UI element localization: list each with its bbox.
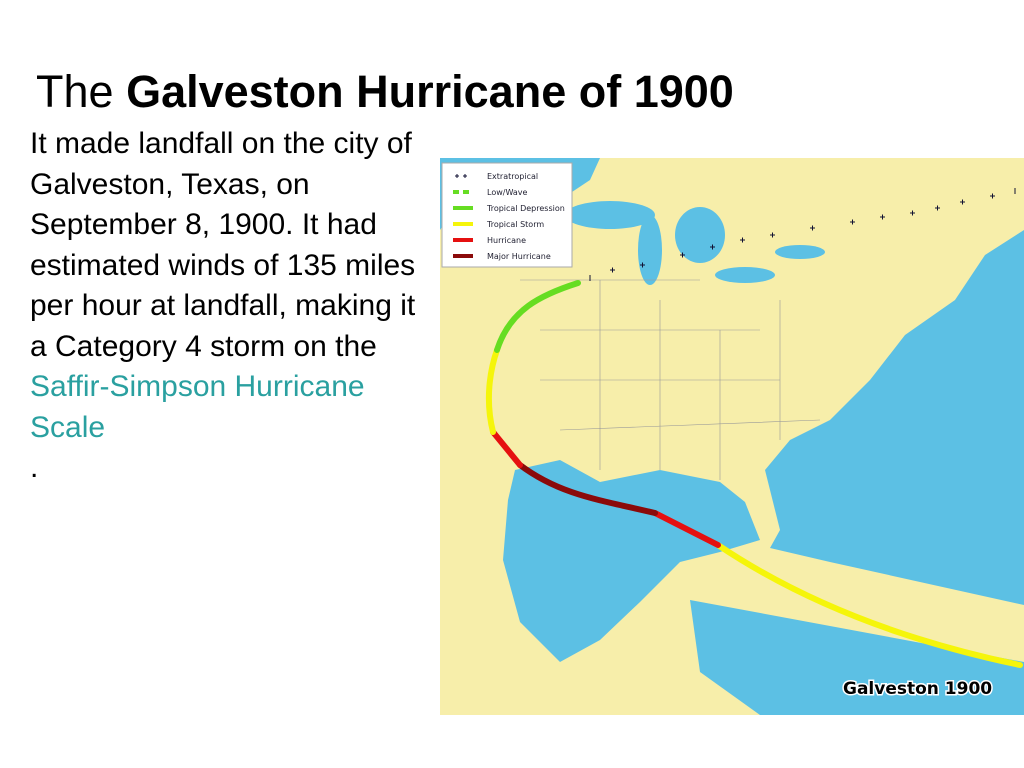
title-emphasis: Galveston Hurricane of 1900	[126, 66, 734, 117]
body-end: .	[30, 451, 39, 484]
lake	[638, 215, 662, 285]
legend-label: Tropical Depression	[486, 204, 565, 213]
caribbean	[690, 600, 1024, 715]
body-text: It made landfall on the city of Galvesto…	[30, 124, 440, 654]
body-paragraph: It made landfall on the city of Galvesto…	[30, 127, 416, 363]
track-map: Extratropical Low/Wave Tropical Depressi…	[440, 158, 1024, 715]
extratropical-track	[589, 188, 1016, 281]
lake	[565, 201, 655, 229]
gulf	[503, 460, 760, 662]
borders	[520, 279, 821, 480]
slide-title: The Galveston Hurricane of 1900	[36, 66, 734, 118]
storm-track	[485, 280, 1023, 668]
legend-label: Extratropical	[487, 172, 538, 181]
lake	[775, 245, 825, 259]
legend-label: Hurricane	[487, 236, 526, 245]
legend-label: Tropical Storm	[486, 220, 544, 229]
scale-link[interactable]: Saffir-Simpson Hurricane Scale	[30, 370, 365, 444]
legend-label: Low/Wave	[487, 188, 527, 197]
legend-box	[441, 162, 573, 268]
legend-swatches	[453, 174, 473, 258]
atlantic	[765, 230, 1024, 605]
legend-label: Major Hurricane	[487, 252, 551, 261]
map-caption: Galveston 1900	[843, 679, 992, 699]
title-prefix: The	[36, 66, 114, 117]
lake	[715, 267, 775, 283]
